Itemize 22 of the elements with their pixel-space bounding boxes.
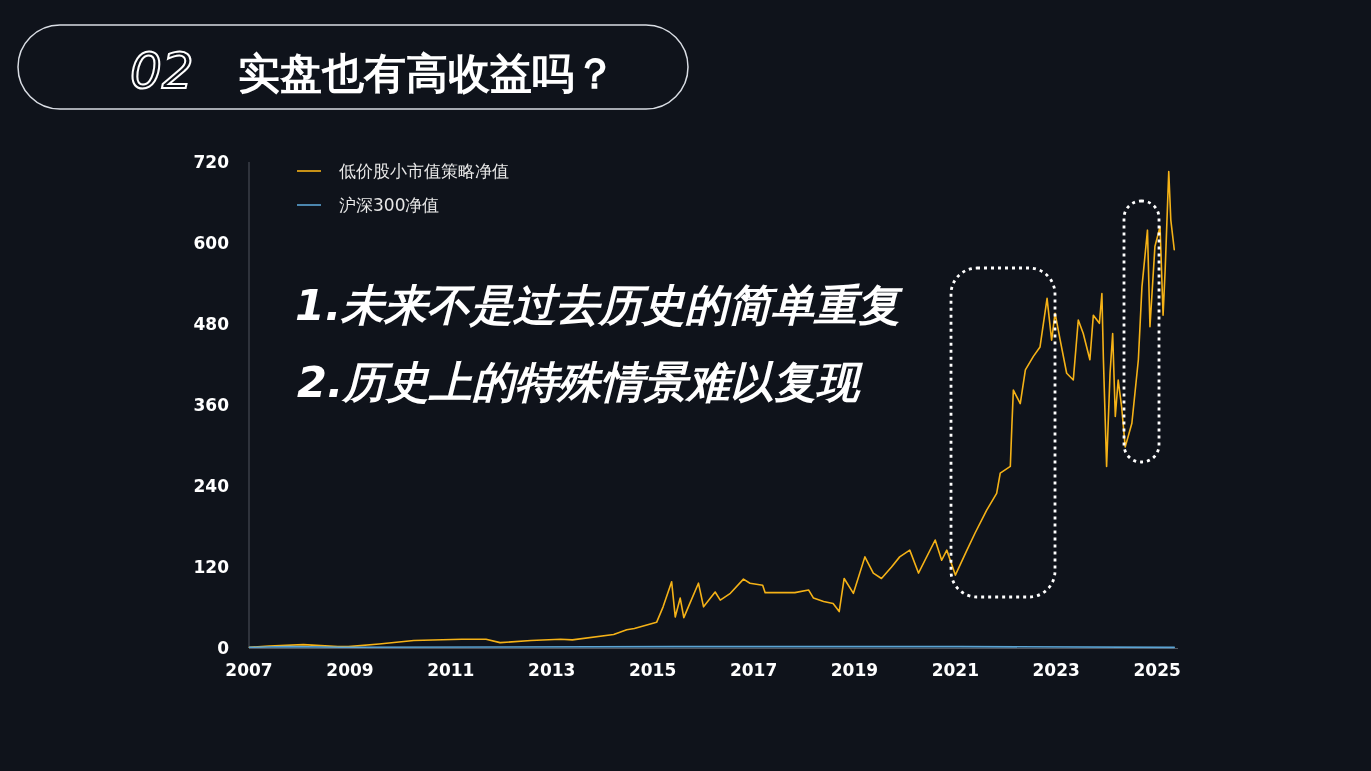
x-tick-label: 2015 <box>628 660 677 680</box>
annotation: 1.未来不是过去历史的简单重复 <box>295 280 905 330</box>
legend-label: 沪深300净值 <box>339 194 440 215</box>
y-tick-label: 480 <box>193 313 230 334</box>
y-tick-label: 600 <box>193 232 230 253</box>
x-tick-label: 2013 <box>528 660 576 680</box>
x-tick-label: 2017 <box>729 660 778 680</box>
x-tick-label: 2025 <box>1133 660 1181 680</box>
x-tick-label: 2021 <box>931 660 980 680</box>
x-tick-label: 2007 <box>225 660 273 680</box>
y-tick-label: 120 <box>193 556 230 577</box>
annotation: 2.历史上的特殊情景难以复现 <box>297 357 864 407</box>
y-tick-label: 720 <box>193 151 230 172</box>
x-tick-label: 2023 <box>1032 660 1080 680</box>
x-tick-label: 2019 <box>830 660 879 680</box>
chart-title: 02 实盘也有高收益吗？ <box>130 42 616 100</box>
y-tick-label: 360 <box>193 394 230 415</box>
y-tick-label: 0 <box>217 637 230 658</box>
legend-label: 低价股小市值策略净值 <box>339 160 509 181</box>
x-tick-label: 2011 <box>427 660 475 680</box>
y-tick-label: 240 <box>193 475 230 496</box>
x-tick-label: 2009 <box>326 660 374 680</box>
